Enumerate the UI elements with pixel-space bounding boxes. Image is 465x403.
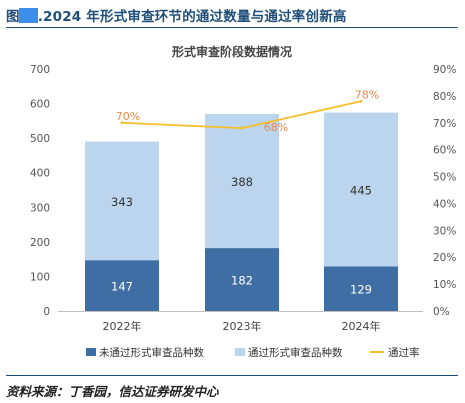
bar-value-label: 182: [231, 274, 253, 288]
redaction-block: [18, 8, 38, 23]
y2-tick-label: 30%: [433, 225, 456, 237]
y-tick-label: 400: [30, 168, 50, 180]
y2-tick-label: 90%: [433, 64, 456, 76]
bar-value-label: 343: [111, 195, 133, 209]
legend-label-not-passed: 未通过形式审查品种数: [99, 346, 204, 359]
y2-tick-label: 70%: [433, 118, 456, 130]
y2-tick-label: 50%: [433, 172, 456, 184]
y-axis-left: 0 100 200 300 400 500 600 700: [30, 64, 50, 318]
y2-tick-label: 80%: [433, 91, 456, 103]
bars: 147 343 182 388 129 445: [85, 112, 398, 311]
figure-title: 图 .2024 年形式审查环节的通过数量与通过率创新高: [6, 5, 347, 25]
bar-not-passed: [324, 266, 398, 311]
x-tick-label: 2024年: [342, 319, 381, 333]
bar-value-label: 129: [350, 283, 372, 297]
y-tick-label: 0: [43, 306, 50, 318]
bar-passed: [205, 113, 279, 249]
rate-label: 78%: [355, 88, 379, 101]
bar-not-passed: [205, 248, 279, 311]
rate-point: [240, 126, 244, 130]
figure-title-text: .2024 年形式审查环节的通过数量与通过率创新高: [37, 9, 347, 25]
figure-title-prefix: 图: [6, 9, 20, 25]
title-divider: [6, 27, 458, 28]
legend-label-passed: 通过形式审查品种数: [248, 346, 343, 359]
x-tick-label: 2022年: [103, 319, 142, 333]
y2-tick-label: 0%: [433, 306, 450, 318]
bar-value-label: 445: [350, 183, 372, 197]
rate-line: 70% 68% 78%: [116, 88, 379, 134]
rate-label: 68%: [264, 121, 288, 134]
bar-value-label: 147: [111, 280, 133, 294]
y-tick-label: 600: [30, 99, 50, 111]
legend-swatch-passed: [235, 348, 245, 356]
source-divider: [6, 375, 458, 376]
rate-point: [359, 99, 363, 103]
y-axis-right: 0% 10% 20% 30% 40% 50% 60% 70% 80% 90%: [433, 64, 456, 318]
y-tick-label: 500: [30, 133, 50, 145]
y2-tick-label: 10%: [433, 279, 456, 291]
rate-label: 70%: [116, 110, 140, 123]
legend-swatch-not-passed: [86, 348, 96, 356]
bar-passed: [85, 141, 159, 261]
y2-tick-label: 20%: [433, 252, 456, 264]
bar-passed: [324, 112, 398, 267]
bar-value-label: 388: [231, 175, 253, 189]
rate-point: [120, 121, 124, 125]
y-tick-label: 200: [30, 237, 50, 249]
y-tick-label: 700: [30, 64, 50, 76]
x-axis: 2022年 2023年 2024年: [58, 311, 423, 333]
y-tick-label: 100: [30, 271, 50, 283]
y2-tick-label: 60%: [433, 145, 456, 157]
legend: 未通过形式审查品种数 通过形式审查品种数 通过率: [86, 346, 420, 359]
x-tick-label: 2023年: [223, 319, 262, 333]
chart: 0 100 200 300 400 500 600 700 0% 10% 20% 30% 40% 50%…: [30, 44, 456, 359]
y-tick-label: 300: [30, 202, 50, 214]
bar-not-passed: [85, 260, 159, 311]
legend-label-rate: 通过率: [388, 346, 420, 359]
source-note: 资料来源：丁香园，信达证券研发中心: [6, 384, 219, 399]
chart-title: 形式审查阶段数据情况: [172, 44, 292, 59]
y2-tick-label: 40%: [433, 198, 456, 210]
